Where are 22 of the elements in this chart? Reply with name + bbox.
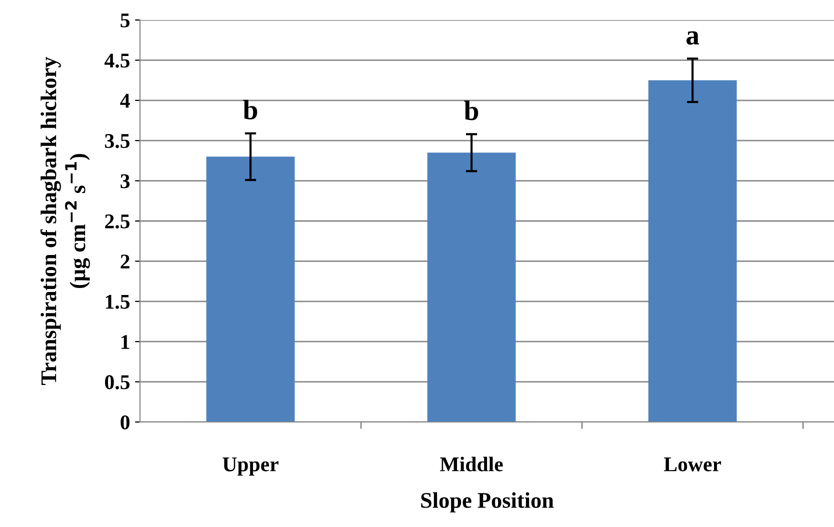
bar — [427, 152, 516, 422]
x-tick-label: Middle — [440, 456, 503, 472]
x-tick-label: Upper — [222, 458, 278, 476]
x-axis-title: Slope Position — [421, 492, 554, 512]
annotation: b — [464, 100, 478, 120]
y-tick-label: 4.5 — [104, 54, 130, 68]
y-tick-label: 5 — [120, 14, 130, 28]
y-axis-title: Transpiration of shagbark hickory (μg cm$^{−2}$ s$^{−1}$) — [40, 56, 90, 385]
x-tick-label: Lower — [664, 458, 722, 472]
y-tick-label: 2.5 — [105, 214, 130, 229]
y-tick-label: 3.5 — [105, 134, 130, 148]
y-tick-label: 3 — [120, 174, 130, 188]
y-tick-label: 4 — [120, 94, 130, 108]
bar — [206, 156, 295, 422]
y-tick-label: 1.5 — [106, 294, 130, 309]
y-tick-label: 0.5 — [105, 375, 130, 390]
annotation: b — [243, 100, 258, 120]
bar — [648, 80, 737, 422]
y-tick-label: 1 — [122, 335, 130, 349]
annotation: a — [686, 31, 700, 45]
y-tick-label: 0 — [120, 415, 130, 430]
y-tick-label: 2 — [120, 254, 130, 268]
